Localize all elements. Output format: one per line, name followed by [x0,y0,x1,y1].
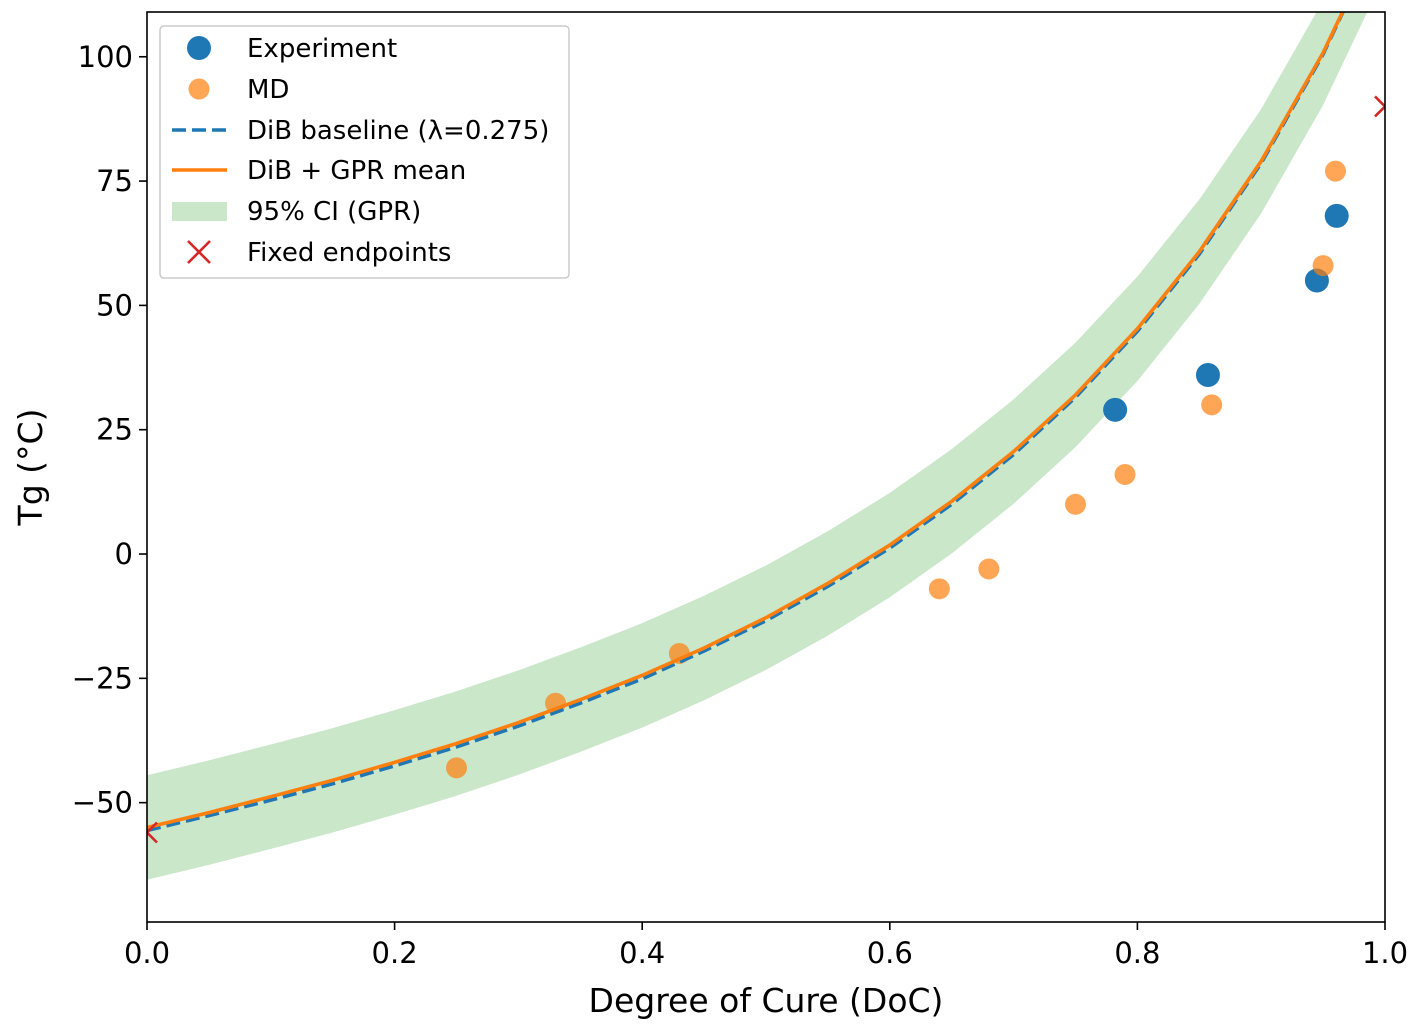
x-axis-label: Degree of Cure (DoC) [589,981,944,1020]
ci-band [147,12,1368,880]
y-tick-label-2: 50 [96,288,133,322]
y-tick-label-5: −25 [72,661,133,695]
experiment-point-0 [1103,397,1128,422]
legend-entry-5-marker [187,240,211,264]
y-tick-label-6: −50 [72,786,133,820]
data-layer [147,12,1385,880]
y-tick-label-3: 25 [96,413,133,447]
md-point-9 [1324,160,1346,182]
md-point-8 [1312,255,1334,277]
fixed-endpoint-1 [1374,95,1385,118]
md-point-4 [978,558,1000,580]
x-tick-label-5: 1.0 [1362,936,1408,970]
y-tick-label-0: 100 [78,40,133,74]
legend-entry-0-marker [187,36,211,60]
legend-entry-0-label: Experiment [247,34,397,64]
x-tick-label-3: 0.6 [867,936,913,970]
legend-entry-3-label: DiB + GPR mean [247,156,466,186]
legend-entry-1-marker [188,78,210,100]
y-tick-label-4: 0 [115,537,133,571]
y-axis-label: Tg (°C) [11,409,50,527]
axis-ticks: 0.0 0.2 0.4 0.6 0.8 1.0 100 75 50 25 0 −25 −50 [72,40,1408,970]
y-tick-label-1: 75 [96,164,133,198]
md-point-0 [446,757,467,779]
gpr-mean-line [147,12,1345,830]
md-point-7 [1201,394,1223,416]
legend-entry-4-label: 95% CI (GPR) [247,197,421,227]
legend-entry-5-label: Fixed endpoints [247,238,451,268]
md-point-5 [1065,493,1086,515]
x-tick-label-2: 0.4 [619,936,665,970]
fixed-endpoint-0 [147,821,158,844]
dib-baseline-line [147,12,1345,833]
md-point-3 [928,578,950,600]
legend-entry-4-marker [172,202,227,221]
x-tick-label-1: 0.2 [372,936,418,970]
legend-box [159,25,570,279]
plot-frame [146,11,1386,923]
md-point-6 [1114,463,1136,485]
x-tick-label-4: 0.8 [1114,936,1160,970]
experiment-point-3 [1324,203,1349,228]
x-tick-label-0: 0.0 [124,936,170,970]
experiment-point-1 [1195,363,1220,388]
legend-entry-2-label: DiB baseline (λ=0.275) [247,116,549,146]
legend: Experiment MD DiB baseline (λ=0.275) DiB + … [159,25,570,279]
legend-entry-1-label: MD [247,75,289,105]
